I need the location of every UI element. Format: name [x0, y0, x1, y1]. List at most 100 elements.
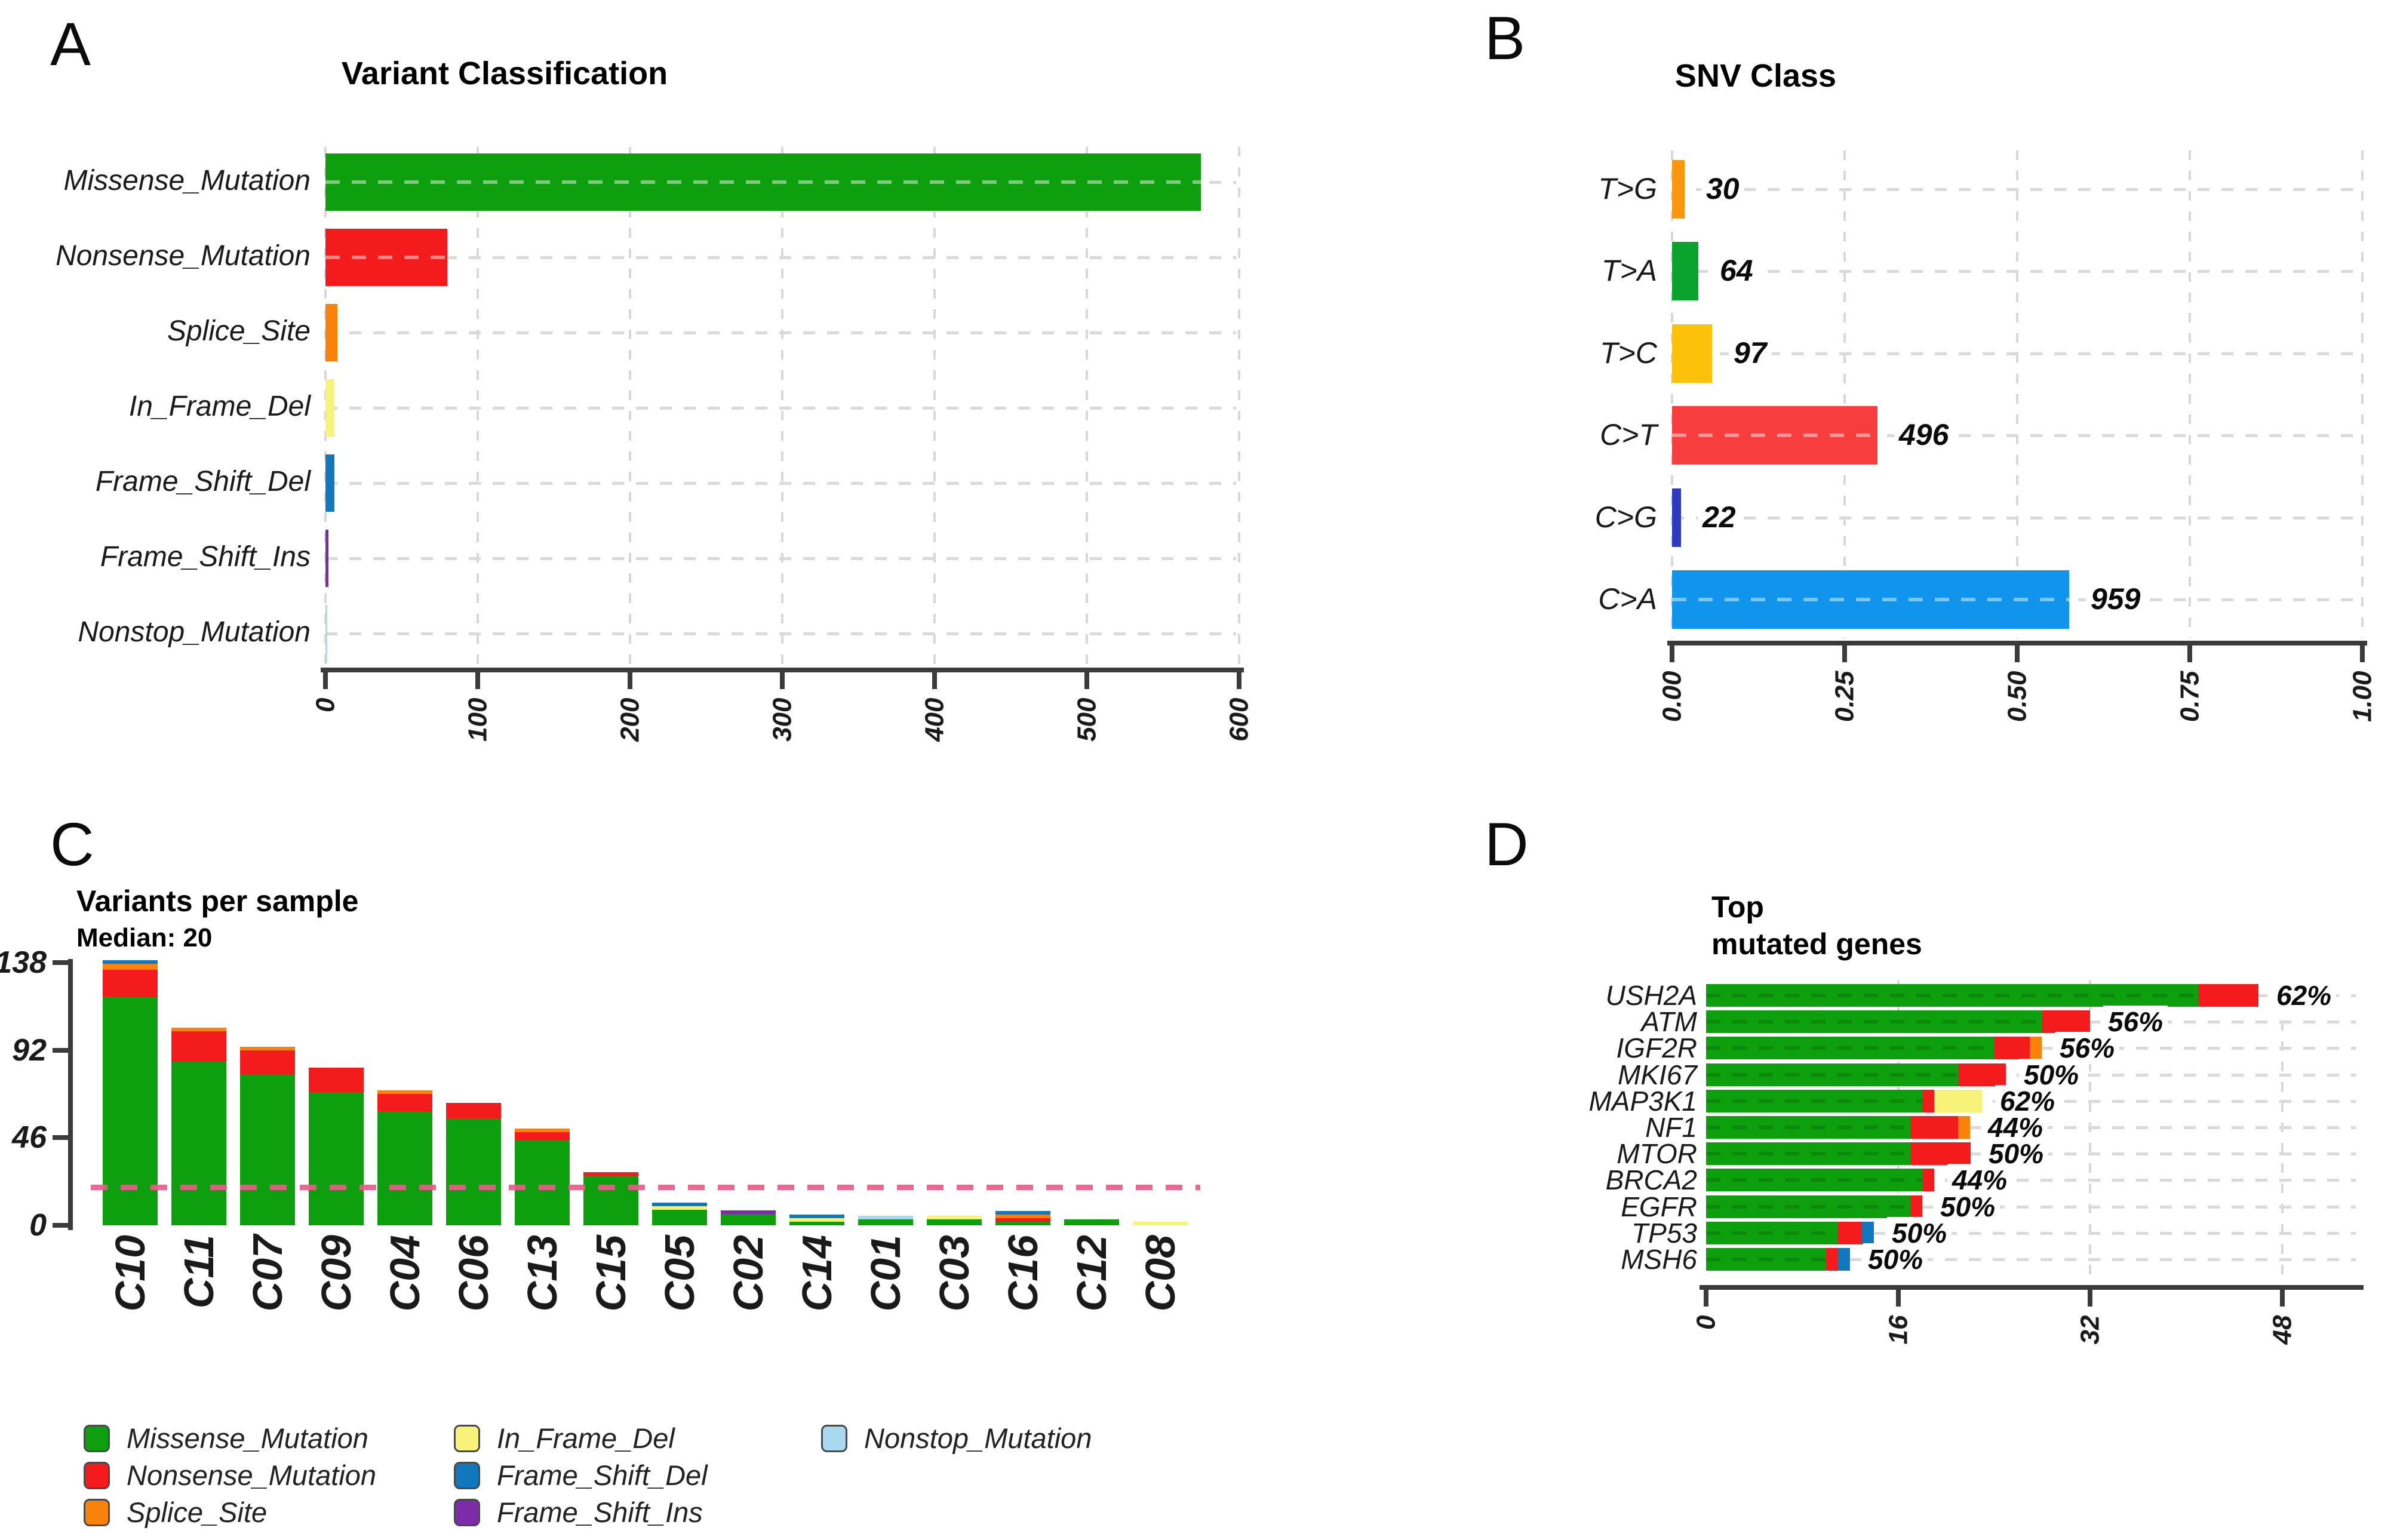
- panel-c-x-label-c13: C13: [519, 1235, 566, 1312]
- panel-b-value-t_c: 97: [1729, 335, 1772, 370]
- panel-d-bar-map3k1-segment-missense_mutation: [1706, 1089, 1922, 1112]
- panel-c-bar-c07-segment-splice_site: [240, 1047, 295, 1050]
- panel-d-bar-brca2-segment-missense_mutation: [1706, 1169, 1922, 1192]
- panel-c-bar-c12-segment-missense_mutation: [1064, 1219, 1119, 1225]
- panel-d-row-gridline-brca2: [1706, 1179, 2356, 1182]
- panel-c-bar-c13-segment-missense_mutation: [515, 1140, 570, 1225]
- legend-label-in_frame_del: In_Frame_Del: [497, 1422, 675, 1454]
- panel-c-bar-c05-segment-frame_shift_del: [652, 1203, 707, 1206]
- panel-d-bar-tp53-segment-nonsense_mutation: [1838, 1221, 1862, 1244]
- panel-c-bar-c02-segment-missense_mutation: [721, 1214, 776, 1225]
- panel-a-row-gridline-splice_site: [325, 331, 1236, 334]
- legend-swatch-missense_mutation: [84, 1425, 110, 1452]
- panel-a-bar-in_frame_del: [325, 379, 334, 437]
- panel-a-x-tick-label-200: 200: [615, 697, 645, 742]
- legend-label-frame_shift_ins: Frame_Shift_Ins: [497, 1496, 703, 1528]
- panel-d-bar-igf2r-segment-splice_site: [2030, 1037, 2042, 1060]
- panel-d-bar-msh6-segment-frame_shift_del: [1838, 1248, 1850, 1271]
- panel-c-bar-c04-segment-nonsense_mutation: [377, 1094, 432, 1111]
- panel-a-bar-frame_shift_del: [325, 454, 334, 512]
- panel-d-gene-label-atm: ATM: [1641, 1006, 1697, 1038]
- panel-a-x-tick-label-100: 100: [463, 697, 493, 742]
- panel-a-row-gridline-frame_shift_ins: [325, 557, 1236, 560]
- panel-a-title: Variant Classification: [341, 56, 668, 91]
- panel-c-bar-c08-segment-in_frame_del: [1133, 1222, 1188, 1225]
- panel-b-bar-t_g: [1672, 159, 1685, 219]
- panel-c-bar-c16-segment-frame_shift_del: [995, 1211, 1050, 1215]
- panel-c-bar-c03-segment-in_frame_del: [927, 1216, 982, 1219]
- panel-b-x-tick-0.00: [1670, 645, 1674, 662]
- panel-a-ylabel-in_frame_del: In_Frame_Del: [128, 391, 311, 422]
- panel-a-gridline-400: [933, 147, 936, 665]
- panel-c-y-tick-label-92: 92: [12, 1032, 47, 1068]
- panel-b-bar-dash-overlay-c_a: [1672, 598, 2069, 602]
- legend-swatch-in_frame_del: [454, 1425, 480, 1452]
- panel-a-gridline-200: [629, 147, 631, 665]
- panel-b-x-tick-label-0.50: 0.50: [2002, 671, 2032, 722]
- panel-d-bar-igf2r-segment-nonsense_mutation: [1994, 1037, 2030, 1060]
- panel-c-title: Variants per sample: [76, 884, 359, 918]
- panel-c-y-tick-label-0: 0: [29, 1208, 47, 1243]
- panel-c-bar-c13-segment-splice_site: [515, 1129, 570, 1132]
- panel-a-bar-dash-overlay-nonsense_mutation: [325, 256, 447, 259]
- panel-d-bar-msh6-segment-missense_mutation: [1706, 1248, 1826, 1271]
- panel-d-x-tick-label-48: 48: [2267, 1315, 2297, 1344]
- panel-d-gene-label-tp53: TP53: [1631, 1217, 1697, 1249]
- panel-a-x-tick-label-300: 300: [767, 697, 797, 742]
- panel-c-bar-c09-segment-nonsense_mutation: [309, 1068, 364, 1092]
- panel-c-x-label-c01: C01: [862, 1235, 909, 1312]
- panel-b-value-c_g: 22: [1698, 499, 1741, 534]
- panel-c-x-label-c08: C08: [1137, 1235, 1184, 1312]
- panel-a-ylabel-nonstop_mutation: Nonstop_Mutation: [78, 616, 311, 648]
- panel-b-x-tick-0.75: [2187, 645, 2192, 662]
- panel-d-gene-label-msh6: MSH6: [1621, 1244, 1697, 1275]
- panel-c-bar-c14-segment-missense_mutation: [789, 1222, 844, 1225]
- panel-d-bar-mtor-segment-missense_mutation: [1706, 1142, 1910, 1166]
- panel-d-bar-egfr-segment-missense_mutation: [1706, 1195, 1910, 1218]
- legend-label-splice_site: Splice_Site: [127, 1496, 268, 1528]
- panel-b-ylabel-t_g: T>G: [1598, 171, 1657, 205]
- panel-d-gridline-48: [2281, 980, 2284, 1283]
- panel-d-bar-map3k1-segment-in_frame_del: [1934, 1089, 1982, 1112]
- panel-d-x-tick-32: [2088, 1290, 2093, 1307]
- panel-c-y-tick-92: [53, 1047, 68, 1053]
- panel-a-ylabel-missense_mutation: Missense_Mutation: [63, 165, 311, 196]
- panel-b-gridline-0.75: [2189, 150, 2191, 638]
- panel-c-bar-c10-segment-nonsense_mutation: [103, 970, 158, 997]
- panel-c-bar-c06-segment-missense_mutation: [446, 1118, 501, 1225]
- panel-b-ylabel-c_g: C>G: [1594, 500, 1657, 534]
- panel-d-gene-label-mtor: MTOR: [1617, 1138, 1697, 1170]
- panel-d-bar-dash-overlay-msh6: [1706, 1258, 1826, 1261]
- panel-c-bar-c10-segment-splice_site: [103, 964, 158, 970]
- panel-c-x-label-c04: C04: [382, 1235, 428, 1312]
- panel-c-bar-c14-segment-frame_shift_del: [789, 1215, 844, 1218]
- panel-d-bar-dash-overlay-nf1: [1706, 1126, 1910, 1129]
- panel-b-x-tick-label-0.00: 0.00: [1657, 671, 1687, 722]
- panel-c-x-label-c12: C12: [1068, 1235, 1115, 1312]
- panel-d-bar-dash-overlay-mtor: [1706, 1152, 1910, 1156]
- panel-b-gridline-0.00: [1671, 150, 1673, 638]
- panel-b-value-t_a: 64: [1715, 253, 1758, 288]
- panel-c-y-tick-0: [53, 1223, 68, 1228]
- legend-label-frame_shift_del: Frame_Shift_Del: [497, 1459, 708, 1491]
- panel-a-row-gridline-nonstop_mutation: [325, 632, 1236, 635]
- panel-a-gridline-500: [1086, 147, 1088, 665]
- panel-d-gene-label-mki67: MKI67: [1618, 1059, 1697, 1090]
- panel-d-bar-nf1-segment-missense_mutation: [1706, 1116, 1910, 1139]
- panel-d-bar-brca2-segment-nonsense_mutation: [1922, 1169, 1934, 1192]
- panel-d-bar-dash-overlay-map3k1: [1706, 1099, 1922, 1103]
- panel-c-y-tick-138: [53, 960, 68, 965]
- panel-d-row-gridline-msh6: [1706, 1258, 2356, 1261]
- panel-d-bar-dash-overlay-brca2: [1706, 1178, 1922, 1182]
- panel-a-x-tick-600: [1237, 672, 1241, 689]
- panel-c-x-label-c10: C10: [107, 1235, 153, 1312]
- panel-b-letter: B: [1485, 4, 1527, 72]
- panel-a-bar-splice_site: [325, 304, 337, 361]
- panel-b-ylabel-t_a: T>A: [1601, 254, 1657, 288]
- panel-c-y-tick-46: [53, 1135, 68, 1141]
- panel-b-value-c_t: 496: [1894, 417, 1954, 453]
- panel-c-y-axis: [68, 959, 73, 1230]
- panel-c-bar-c16-segment-missense_mutation: [995, 1222, 1050, 1225]
- panel-d-x-tick-label-32: 32: [2075, 1315, 2105, 1344]
